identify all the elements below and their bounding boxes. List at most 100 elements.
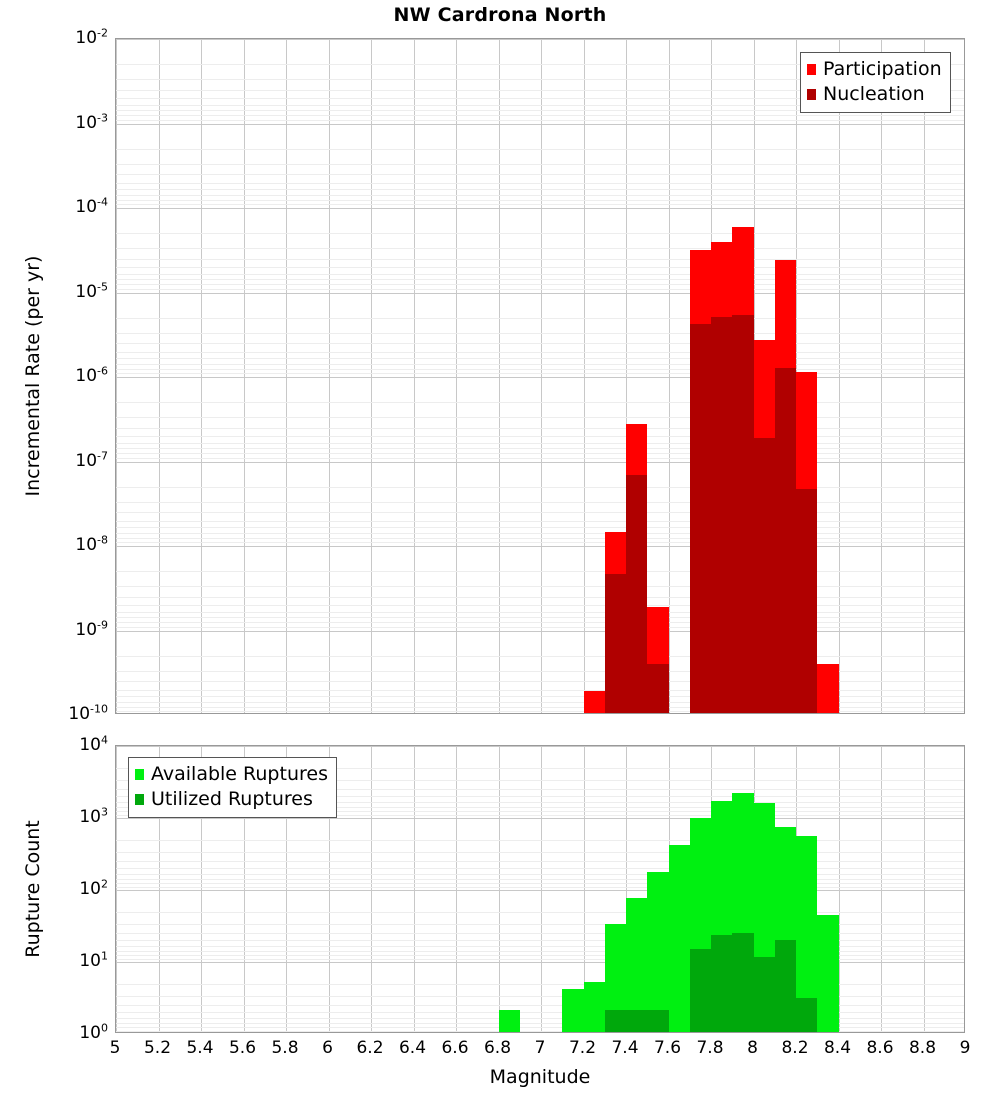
legend-swatch-icon xyxy=(135,794,144,805)
x-tick-label: 6 xyxy=(322,1038,333,1058)
gridline-horizontal-minor xyxy=(116,442,964,444)
gridline-horizontal-minor xyxy=(116,1012,964,1014)
gridline-horizontal-minor xyxy=(116,878,964,880)
x-tick-label: 5 xyxy=(109,1038,121,1058)
x-tick-label: 7.2 xyxy=(568,1038,597,1058)
y-tick-label: 10-2 xyxy=(75,26,108,48)
legend-item: Nucleation xyxy=(807,82,942,107)
bar-available-ruptures xyxy=(753,803,775,1032)
gridline-vertical xyxy=(541,746,542,1032)
gridline-horizontal-minor xyxy=(116,611,964,613)
gridline-horizontal-minor xyxy=(116,933,964,935)
gridline-horizontal-minor xyxy=(116,940,964,942)
bar-utilized-ruptures xyxy=(774,939,796,1032)
gridline-vertical xyxy=(328,39,330,713)
gridline-horizontal-minor xyxy=(116,617,964,619)
gridline-horizontal-minor xyxy=(116,622,964,624)
gridline-horizontal-minor xyxy=(116,368,964,370)
x-tick-label: 6.2 xyxy=(356,1038,384,1058)
gridline-horizontal-minor xyxy=(116,1027,964,1029)
gridline-horizontal-minor xyxy=(116,64,964,66)
gridline-horizontal-major xyxy=(116,39,964,40)
gridline-horizontal-minor xyxy=(116,448,964,450)
gridline-horizontal-minor xyxy=(116,174,964,176)
bar-participation xyxy=(626,424,648,713)
bar-available-ruptures xyxy=(562,988,584,1032)
gridline-horizontal-minor xyxy=(116,512,964,514)
bar-utilized-ruptures xyxy=(626,1010,648,1032)
gridline-horizontal-minor xyxy=(116,115,964,117)
bar-nucleation xyxy=(774,368,796,713)
bar-utilized-ruptures xyxy=(647,1010,669,1032)
bar-available-ruptures xyxy=(583,981,605,1032)
bar-available-ruptures xyxy=(689,817,711,1032)
gridline-horizontal-minor xyxy=(116,417,964,419)
legend-label: Utilized Ruptures xyxy=(151,788,313,810)
gridline-vertical xyxy=(923,39,925,713)
gridline-horizontal-minor xyxy=(116,983,964,985)
gridline-horizontal-minor xyxy=(116,317,964,319)
gridline-horizontal-minor xyxy=(116,537,964,539)
incremental-rate-plot xyxy=(115,38,965,714)
gridline-horizontal-minor xyxy=(116,199,964,201)
gridline-horizontal-major xyxy=(116,377,964,378)
y-tick-label: 10-5 xyxy=(75,279,108,302)
gridline-vertical xyxy=(371,746,372,1032)
x-axis-title: Magnitude xyxy=(489,1066,591,1088)
gridline-vertical xyxy=(541,39,542,713)
gridline-horizontal-minor xyxy=(116,453,964,455)
gridline-horizontal-minor xyxy=(116,814,964,816)
gridline-horizontal-minor xyxy=(116,655,964,657)
bar-participation xyxy=(689,250,711,713)
bar-available-ruptures xyxy=(796,836,818,1032)
gridline-horizontal-minor xyxy=(116,806,964,808)
y-tick-label: 10-7 xyxy=(75,448,108,471)
gridline-horizontal-minor xyxy=(116,839,964,841)
legend-label: Available Ruptures xyxy=(151,763,328,785)
gridline-vertical xyxy=(626,39,627,713)
gridline-horizontal-minor xyxy=(116,955,964,957)
grid-bottom xyxy=(116,746,964,1032)
gridline-horizontal-minor xyxy=(116,402,964,404)
x-tick-label: 6.8 xyxy=(483,1038,512,1058)
gridline-vertical xyxy=(838,746,840,1032)
gridline-horizontal-minor xyxy=(116,351,964,353)
x-tick-label: 5.6 xyxy=(228,1038,257,1058)
gridline-horizontal-minor xyxy=(116,284,964,286)
gridline-horizontal-minor xyxy=(116,1030,964,1032)
x-tick-label: 8.4 xyxy=(823,1038,852,1058)
bar-utilized-ruptures xyxy=(689,949,711,1032)
gridline-horizontal-minor xyxy=(116,911,964,913)
gridline-vertical xyxy=(413,39,415,713)
gridline-horizontal-minor xyxy=(116,358,964,360)
gridline-vertical xyxy=(243,746,245,1032)
gridline-horizontal-minor xyxy=(116,501,964,503)
gridline-horizontal-minor xyxy=(116,861,964,863)
gridline-vertical xyxy=(116,746,117,1032)
gridline-horizontal-major xyxy=(116,746,964,747)
gridline-vertical xyxy=(498,746,500,1032)
legend-item: Participation xyxy=(807,57,942,82)
gridline-vertical xyxy=(116,39,117,713)
bar-available-ruptures xyxy=(604,923,626,1032)
gridline-horizontal-minor xyxy=(116,267,964,269)
bar-nucleation xyxy=(689,324,711,713)
gridline-horizontal-minor xyxy=(116,332,964,334)
bar-available-ruptures xyxy=(774,827,796,1032)
bar-participation xyxy=(604,531,626,713)
gridline-horizontal-major xyxy=(116,461,964,463)
bar-participation xyxy=(647,606,669,713)
bar-participation xyxy=(583,691,605,713)
gridline-vertical xyxy=(371,39,372,713)
x-tick-label: 9 xyxy=(959,1038,971,1058)
gridline-horizontal-major xyxy=(116,630,964,632)
y-tick-label: 10-8 xyxy=(75,533,108,555)
gridline-vertical xyxy=(286,746,287,1032)
y-axis-title-bottom: Rupture Count xyxy=(22,820,44,958)
legend-swatch-icon xyxy=(807,89,816,100)
gridline-horizontal-minor xyxy=(116,796,964,798)
gridline-horizontal-minor xyxy=(116,789,964,791)
y-tick-label: 101 xyxy=(79,949,108,971)
bar-participation xyxy=(817,664,839,713)
bar-utilized-ruptures xyxy=(796,997,818,1032)
